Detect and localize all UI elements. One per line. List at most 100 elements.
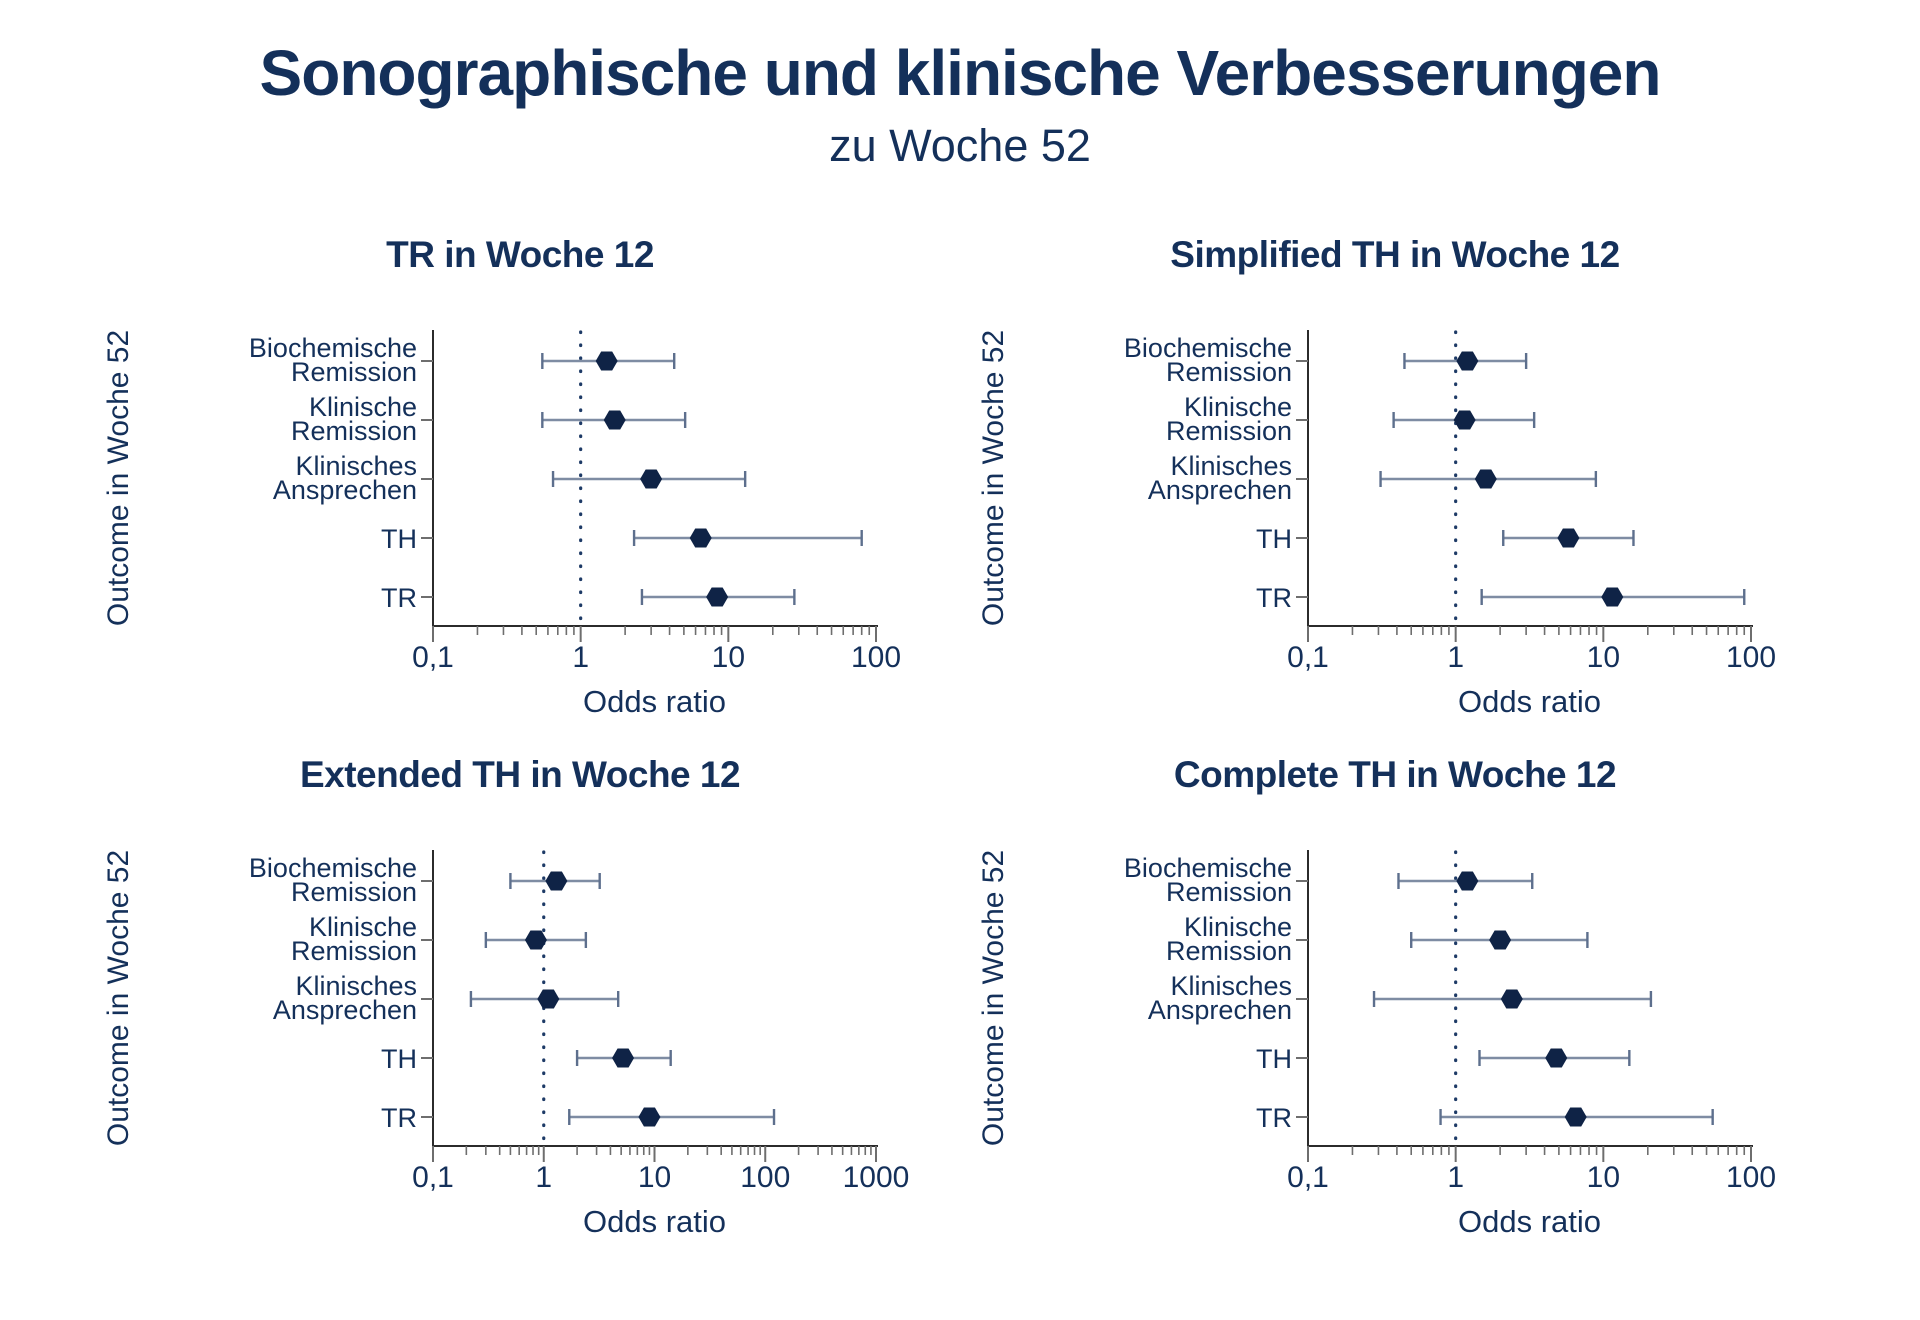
forest-row: TR <box>1256 583 1746 613</box>
or-marker <box>524 930 547 950</box>
category-label: Klinisches <box>295 971 417 1001</box>
forest-row: TR <box>381 583 796 613</box>
x-axis-title: Odds ratio <box>583 684 726 719</box>
category-label: Biochemische <box>1124 333 1292 363</box>
x-tick-label: 1000 <box>843 1161 910 1194</box>
forest-plot-tr-in-woche-12: TR in Woche 12 Outcome in Woche 52 0,1 1 10… <box>0 180 1045 720</box>
category-label: Ansprechen <box>273 995 417 1025</box>
x-tick-label: 100 <box>1726 1161 1776 1194</box>
y-axis-title: Outcome in Woche 52 <box>977 330 1010 626</box>
forest-row: TH <box>381 1044 672 1074</box>
forest-row: TH <box>1256 524 1635 554</box>
forest-row: TH <box>1256 1044 1631 1074</box>
category-label: Klinisches <box>1170 971 1292 1001</box>
or-marker <box>1474 469 1497 489</box>
category-label: Klinische <box>309 392 417 422</box>
category-label: Remission <box>291 416 417 446</box>
forest-plot-simplified-th-in-woche-12: Simplified TH in Woche 12 Outcome in Woc… <box>875 180 1920 720</box>
x-tick-label: 0,1 <box>1287 641 1329 674</box>
x-tick-label: 1 <box>1447 1161 1464 1194</box>
category-label: Klinische <box>309 912 417 942</box>
or-marker <box>1456 351 1479 371</box>
or-marker <box>1601 587 1624 607</box>
forest-plot-canvas: Outcome in Woche 52 0,1 1 10 100 Odds ratio Bi… <box>977 330 1776 719</box>
or-marker <box>537 989 560 1009</box>
forest-plot-canvas: Outcome in Woche 52 0,1 1 10 100 Odds ratio Bi… <box>977 850 1776 1239</box>
or-marker <box>1500 989 1523 1009</box>
category-label: Klinisches <box>295 451 417 481</box>
y-axis-title: Outcome in Woche 52 <box>102 330 135 626</box>
category-label: TR <box>1256 583 1292 613</box>
x-tick-label: 10 <box>1587 641 1620 674</box>
or-marker <box>638 1107 661 1127</box>
or-marker <box>1545 1048 1568 1068</box>
x-tick-label: 1 <box>572 641 589 674</box>
forest-plot-canvas: Outcome in Woche 52 0,1 1 10 100 Odds ratio Bi… <box>102 330 901 719</box>
figure-header: Sonographische und klinische Verbesserun… <box>0 0 1920 172</box>
or-marker <box>595 351 618 371</box>
forest-row: TR <box>1256 1103 1714 1133</box>
figure-subtitle: zu Woche 52 <box>829 120 1091 171</box>
x-tick-label: 100 <box>740 1161 790 1194</box>
subplot-title: Simplified TH in Woche 12 <box>1170 234 1620 275</box>
x-tick-label: 10 <box>712 641 745 674</box>
category-label: Remission <box>291 357 417 387</box>
subplot-title: TR in Woche 12 <box>386 234 654 275</box>
subplot-title: Complete TH in Woche 12 <box>1173 754 1617 795</box>
or-marker <box>1453 410 1476 430</box>
category-label: TH <box>381 524 417 554</box>
category-label: Remission <box>1166 357 1292 387</box>
or-marker <box>1564 1107 1587 1127</box>
x-axis-title: Odds ratio <box>1458 1204 1601 1239</box>
forest-plot-canvas: Outcome in Woche 52 0,1 1 10 100 1000 Odds rat… <box>102 850 910 1239</box>
category-label: Remission <box>291 877 417 907</box>
forest-plot-complete-th-in-woche-12: Complete TH in Woche 12 Outcome in Woche… <box>875 700 1920 1240</box>
category-label: Biochemische <box>249 333 417 363</box>
category-label: Remission <box>1166 877 1292 907</box>
figure-title: Sonographische und klinische Verbesserun… <box>259 37 1662 109</box>
category-label: TH <box>381 1044 417 1074</box>
category-label: TR <box>381 1103 417 1133</box>
or-marker <box>1456 871 1479 891</box>
category-label: TH <box>1256 524 1292 554</box>
x-tick-label: 10 <box>1587 1161 1620 1194</box>
subplot-title: Extended TH in Woche 12 <box>299 754 741 795</box>
x-tick-label: 1 <box>1447 641 1464 674</box>
x-tick-label: 100 <box>1726 641 1776 674</box>
or-marker <box>689 528 712 548</box>
category-label: Klinische <box>1184 392 1292 422</box>
category-label: Ansprechen <box>1148 995 1292 1025</box>
x-tick-label: 0,1 <box>412 641 454 674</box>
category-label: Remission <box>1166 936 1292 966</box>
or-marker <box>706 587 729 607</box>
category-label: Ansprechen <box>1148 475 1292 505</box>
y-axis-title: Outcome in Woche 52 <box>977 850 1010 1146</box>
category-label: Biochemische <box>249 853 417 883</box>
category-label: TR <box>1256 1103 1292 1133</box>
category-label: Klinisches <box>1170 451 1292 481</box>
x-axis-title: Odds ratio <box>1458 684 1601 719</box>
or-marker <box>545 871 568 891</box>
category-label: Klinische <box>1184 912 1292 942</box>
or-marker <box>612 1048 635 1068</box>
x-tick-label: 0,1 <box>1287 1161 1329 1194</box>
y-axis-title: Outcome in Woche 52 <box>102 850 135 1146</box>
forest-plot-extended-th-in-woche-12: Extended TH in Woche 12 Outcome in Woche… <box>0 700 1045 1240</box>
category-label: TR <box>381 583 417 613</box>
category-label: Remission <box>291 936 417 966</box>
x-tick-label: 0,1 <box>412 1161 454 1194</box>
or-marker <box>603 410 626 430</box>
x-tick-label: 1 <box>535 1161 552 1194</box>
